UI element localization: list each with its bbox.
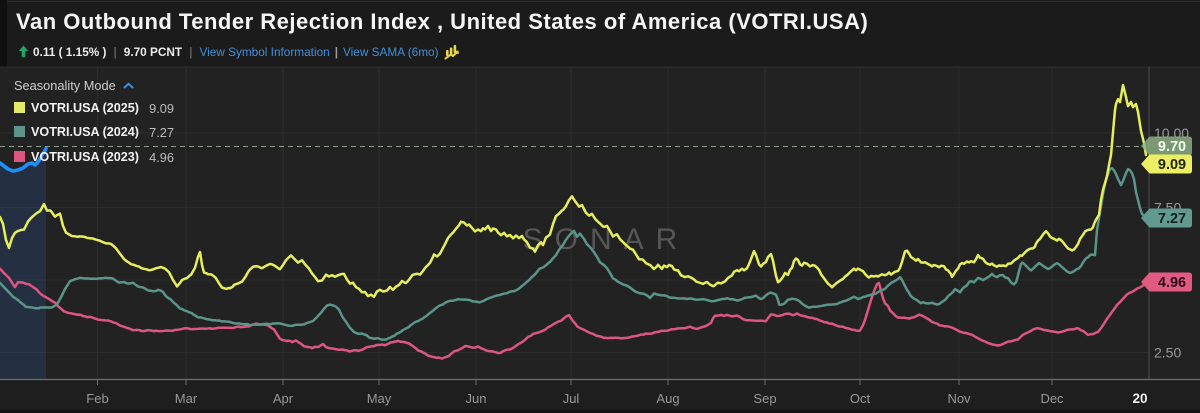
svg-text:Dec: Dec: [1040, 391, 1064, 406]
svg-text:Aug: Aug: [656, 391, 679, 406]
svg-text:Feb: Feb: [86, 391, 108, 406]
svg-text:20: 20: [1132, 391, 1147, 406]
svg-text:SONAR: SONAR: [523, 223, 690, 256]
svg-text:Jul: Jul: [563, 391, 580, 406]
svg-text:Nov: Nov: [947, 391, 971, 406]
svg-text:Jun: Jun: [466, 391, 487, 406]
svg-text:Apr: Apr: [273, 391, 294, 406]
svg-text:Mar: Mar: [175, 391, 198, 406]
svg-text:Oct: Oct: [850, 391, 871, 406]
svg-text:May: May: [367, 391, 392, 406]
svg-text:9.70: 9.70: [1158, 139, 1186, 155]
svg-text:4.96: 4.96: [1158, 275, 1186, 291]
svg-text:2.50: 2.50: [1154, 345, 1181, 361]
svg-text:Sep: Sep: [753, 391, 776, 406]
svg-text:7.27: 7.27: [1158, 211, 1186, 227]
svg-text:9.09: 9.09: [1158, 157, 1186, 173]
